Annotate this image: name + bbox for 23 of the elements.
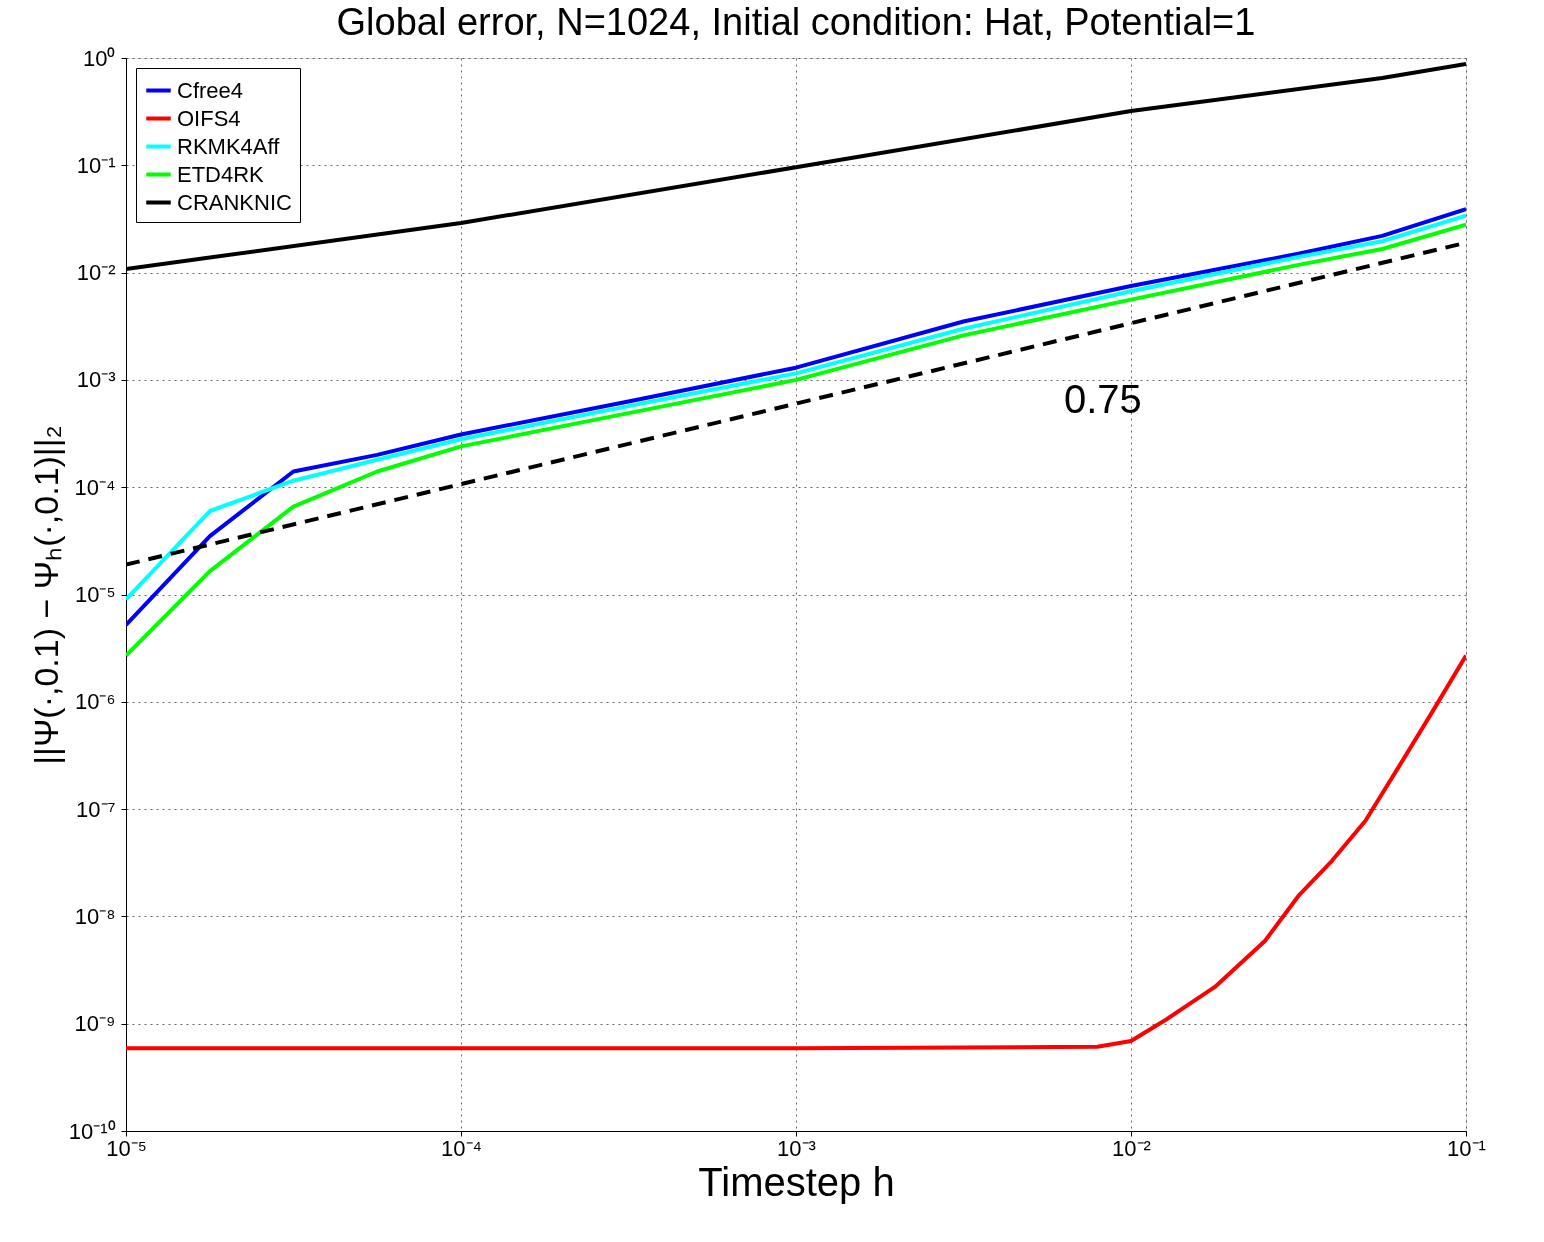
x-tick-label: 10⁻² [1112,1135,1151,1161]
x-axis-title: Timestep h [698,1159,895,1204]
legend-label: CRANKNIC [177,189,293,215]
y-tick-label: 10⁻⁶ [74,689,116,715]
y-tick-label: 10⁻⁵ [74,582,116,607]
y-tick-label: 10⁻⁸ [74,903,116,929]
annotation: 0.75 [1063,377,1142,422]
legend-label: Cfree4 [177,77,244,103]
y-tick-label: 10⁻¹ [76,152,116,178]
legend-label: OIFS4 [177,105,241,131]
y-tick-label: 10⁻⁴ [74,474,116,500]
legend-label: RKMK4Aff [177,133,281,159]
x-tick-label: 10⁻⁴ [441,1135,482,1161]
x-tick-label: 10⁻³ [777,1135,816,1161]
y-tick-label: 10⁻⁹ [74,1011,116,1037]
chart-title: Global error, N=1024, Initial condition: Hat, Potential=1 [336,1,1256,43]
y-axis-title: ||Ψ(·,0.1) − Ψₕ(·,0.1)||₂ [26,425,65,765]
y-tick-label: 10⁻⁷ [76,796,116,822]
y-tick-label: 10⁻² [76,260,116,286]
x-tick-label: 10⁻¹ [1447,1135,1486,1161]
y-tick-label: 10⁻³ [76,367,116,393]
legend-label: ETD4RK [177,161,265,187]
y-tick-label: 10⁰ [83,45,116,71]
